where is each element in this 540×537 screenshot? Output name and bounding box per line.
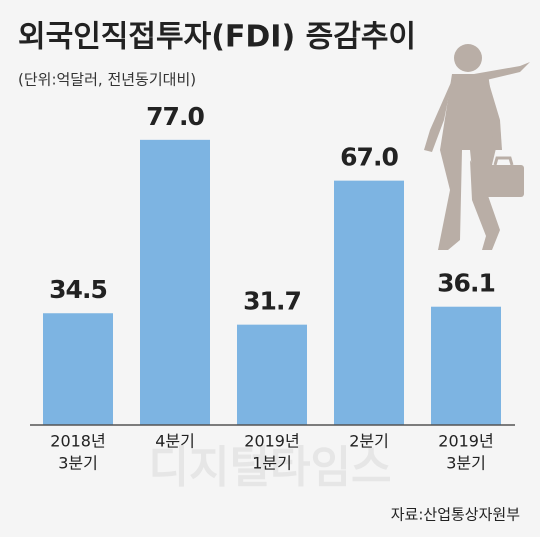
bar [431,306,501,425]
x-tick-label: 3분기 [58,454,98,473]
x-tick-label: 2018년 [50,432,105,451]
watermark: 디지털타임스 [149,442,392,493]
x-tick-label: 2분기 [349,432,389,451]
chart-title: 외국인직접투자(FDI) 증감추이 [18,20,416,55]
bar [43,313,113,425]
x-tick-label: 4분기 [155,432,195,451]
value-label: 67.0 [340,143,398,172]
x-tick-label: 2019년 [244,432,299,451]
x-tick-label: 3분기 [446,454,486,473]
value-label: 34.5 [49,275,107,304]
value-label: 77.0 [146,102,204,131]
value-label: 31.7 [243,287,301,316]
x-tick-label: 2019년 [438,432,493,451]
bar [237,324,307,425]
bar [140,139,210,425]
businessman-illustration [424,44,530,250]
x-tick-label: 1분기 [252,454,292,473]
bar [334,180,404,425]
value-label: 36.1 [437,269,495,298]
source: 자료:산업통상자원부 [391,506,520,524]
chart-subtitle: (단위:억달러, 전년동기대비) [18,71,196,89]
